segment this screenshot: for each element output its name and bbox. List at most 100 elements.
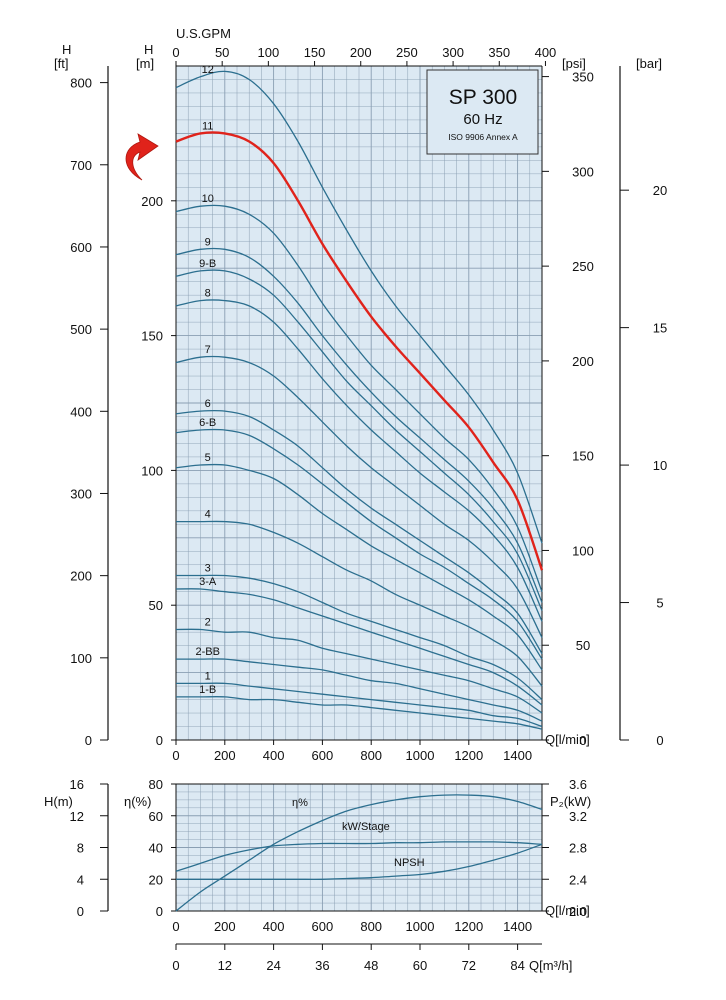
q-tick-label: 0 [172, 748, 179, 763]
curve-label-7: 7 [205, 344, 211, 356]
lower-eta-unit: η(%) [124, 794, 151, 809]
legend-box: SP 300 60 Hz ISO 9906 Annex A [426, 69, 539, 155]
m-tick-label: 150 [141, 329, 163, 344]
curve-6 [175, 409, 543, 655]
psi-tick-label: 350 [572, 70, 594, 85]
ft-tick-label: 400 [70, 404, 92, 419]
psi-tick-label: 300 [572, 164, 594, 179]
curve-9-B [175, 269, 543, 611]
curve-label-1-B: 1-B [199, 684, 216, 696]
qm3-tick-label: 0 [172, 958, 179, 973]
curve-1 [175, 682, 543, 728]
lower-p2-unit: P₂(kW) [550, 794, 591, 809]
ft-unit: [ft] [54, 56, 68, 71]
gpm-tick-label: 350 [488, 45, 510, 60]
lower-curve-NPSH [176, 843, 543, 880]
bar-tick-label: 5 [656, 596, 663, 611]
ft-tick-label: 800 [70, 76, 92, 91]
bar-tick-label: 15 [653, 321, 667, 336]
gpm-tick-label: 50 [215, 45, 229, 60]
qm3-tick-label: 36 [315, 958, 329, 973]
curve-4 [176, 520, 543, 687]
top-axis-label: U.S.GPM [176, 26, 231, 41]
psi-unit: [psi] [562, 56, 586, 71]
q-tick-label: 600 [312, 748, 334, 763]
lower-q-label: Q[l/min] [545, 903, 590, 918]
lower-eta-tick-label: 0 [156, 904, 163, 919]
lower-curve-kW/Stage [175, 841, 543, 872]
psi-tick-label: 0 [579, 733, 586, 748]
lower-h-tick-label: 0 [77, 904, 84, 919]
curve-label-3: 3 [205, 563, 211, 575]
lower-p2-tick-label: 2.8 [569, 841, 587, 856]
qm3-tick-label: 12 [218, 958, 232, 973]
psi-tick-label: 200 [572, 354, 594, 369]
m-tick-label: 200 [141, 194, 163, 209]
lower-eta-tick-label: 60 [149, 809, 163, 824]
legend-subtitle: 60 Hz [463, 111, 502, 128]
curve-label-3-A: 3-A [199, 576, 217, 588]
legend-title: SP 300 [449, 86, 518, 109]
lower-h-tick-label: 8 [77, 841, 84, 856]
qm3-tick-label: 72 [462, 958, 476, 973]
q-tick-label: 200 [214, 748, 236, 763]
lower-eta-tick-label: 80 [149, 777, 163, 792]
gpm-tick-label: 250 [396, 45, 418, 60]
lower-axes [107, 783, 543, 945]
lower-q-tick-label: 200 [214, 919, 236, 934]
ft-tick-label: 200 [70, 569, 92, 584]
lower-curves [175, 794, 543, 912]
upper-axes [107, 65, 621, 741]
curve-3-A [175, 588, 543, 706]
curve-label-6: 6 [205, 398, 211, 410]
ft-tick-label: 500 [70, 322, 92, 337]
m-unit-h: H [144, 42, 153, 57]
qm3-tick-label: 84 [510, 958, 524, 973]
curve-label-2: 2 [205, 616, 211, 628]
curve-label-2-BB: 2-BB [195, 646, 219, 658]
lower-q-tick-label: 1000 [406, 919, 435, 934]
curve-8 [175, 299, 543, 622]
curve-label-9: 9 [205, 236, 211, 248]
curve-2-BB [176, 658, 543, 722]
legend-note: ISO 9906 Annex A [448, 132, 518, 142]
lower-p2-tick-label: 3.6 [569, 777, 587, 792]
ft-tick-label: 600 [70, 240, 92, 255]
curve-label-9-B: 9-B [199, 258, 216, 270]
gpm-tick-label: 100 [258, 45, 280, 60]
curve-label-1: 1 [205, 670, 211, 682]
curve-7 [175, 355, 543, 638]
q-tick-label: 1000 [406, 748, 435, 763]
curve-label-11: 11 [202, 120, 213, 132]
lower-q-tick-label: 1200 [454, 919, 483, 934]
ft-tick-label: 700 [70, 158, 92, 173]
curve-2 [175, 628, 543, 714]
bar-unit: [bar] [636, 56, 662, 71]
lower-p2-tick-label: 3.2 [569, 809, 587, 824]
curve-6-B [175, 428, 543, 660]
gpm-tick-label: 200 [350, 45, 372, 60]
npsh-curve-label: NPSH [394, 857, 425, 869]
curve-label-6-B: 6-B [199, 417, 216, 429]
q-axis-label: Q[l/min] [545, 732, 590, 747]
head-curves: 12 11 10 9 9-B 8 7 6 6-B 5 4 33-A 2 2-BB 1 1-B [175, 64, 544, 730]
bar-tick-label: 10 [653, 458, 667, 473]
bar-tick-label: 20 [653, 183, 667, 198]
lower-h-tick-label: 12 [70, 809, 84, 824]
kw-curve-label: kW/Stage [342, 821, 390, 833]
curve-label-8: 8 [205, 288, 211, 300]
eta-curve-label: η% [292, 797, 308, 809]
curve-12 [175, 70, 543, 544]
lower-q-tick-label: 400 [263, 919, 285, 934]
gpm-tick-label: 300 [442, 45, 464, 60]
lower-h-tick-label: 4 [77, 872, 84, 887]
q-tick-label: 400 [263, 748, 285, 763]
curve-3 [176, 574, 543, 701]
lower-h-unit: H(m) [44, 794, 73, 809]
highlight-arrow-icon [125, 133, 159, 181]
q-tick-label: 800 [360, 748, 382, 763]
gpm-tick-label: 400 [535, 45, 557, 60]
qm3-tick-label: 24 [266, 958, 280, 973]
curve-11 [175, 131, 544, 571]
